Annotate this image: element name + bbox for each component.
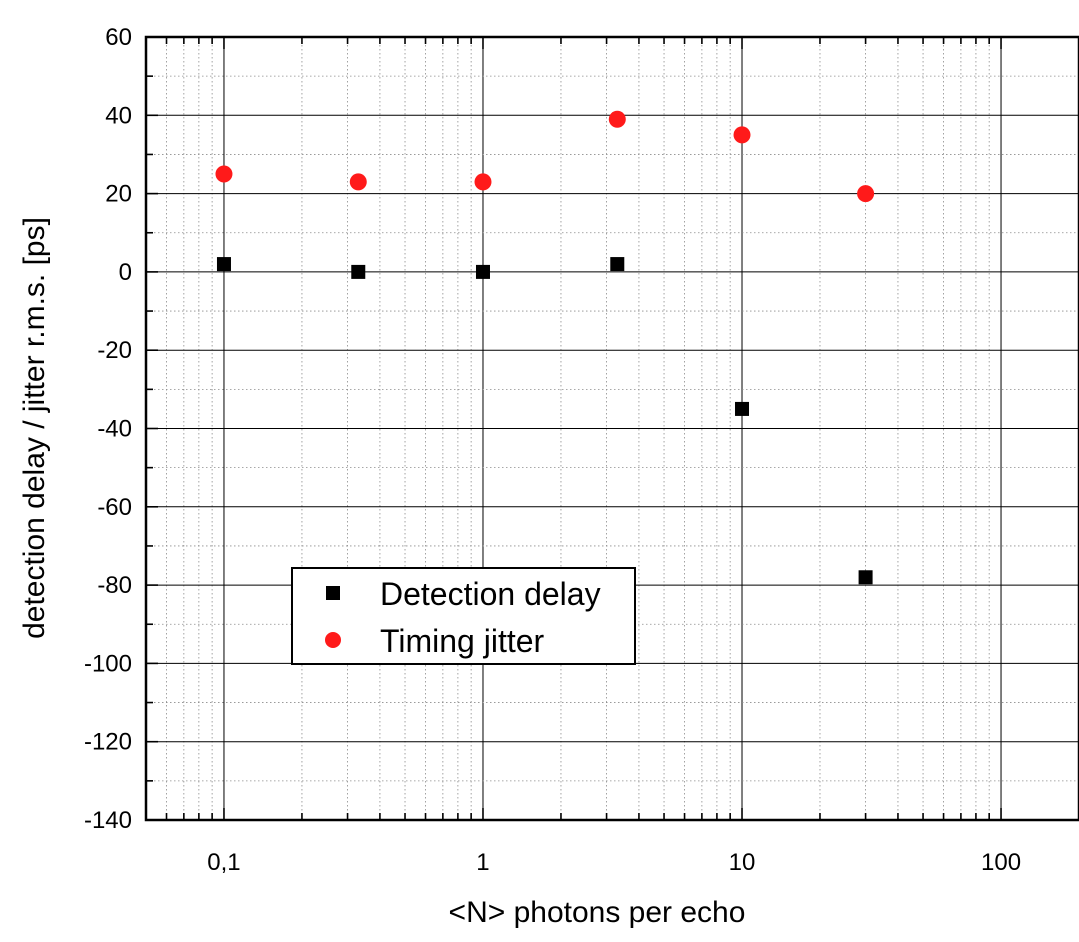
y-tick-label: 20	[105, 181, 132, 208]
data-marks	[215, 110, 875, 585]
legend-marker-timing-jitter	[325, 632, 341, 648]
data-point-detection-delay	[475, 264, 490, 279]
x-tick-label: 100	[981, 849, 1021, 876]
x-tick-label: 1	[476, 849, 489, 876]
y-axis-title: detection delay / jitter r.m.s. [ps]	[18, 217, 51, 639]
y-tick-label: -120	[84, 729, 132, 756]
y-tick-label: -60	[97, 494, 132, 521]
data-point-timing-jitter	[349, 173, 367, 191]
data-point-timing-jitter	[608, 110, 626, 128]
data-point-timing-jitter	[733, 126, 751, 144]
legend: Detection delay Timing jitter	[291, 567, 636, 665]
data-point-timing-jitter	[857, 185, 875, 203]
data-point-detection-delay	[735, 401, 750, 416]
data-point-detection-delay	[216, 257, 231, 272]
y-tick-label: 40	[105, 102, 132, 129]
x-axis-title: <N> photons per echo	[449, 896, 746, 929]
x-tick-label: 0,1	[207, 849, 240, 876]
y-tick-label: -140	[84, 807, 132, 834]
legend-label-timing-jitter: Timing jitter	[380, 623, 545, 659]
x-tick-label: 10	[729, 849, 756, 876]
legend-marker-detection-delay	[326, 586, 340, 600]
data-point-detection-delay	[610, 257, 625, 272]
grid	[145, 36, 1079, 821]
y-tick-labels: 60 40 20 0 -20 -40 -60 -80 -100 -120 -140	[84, 24, 132, 834]
plot-frame	[144, 35, 1079, 822]
data-point-detection-delay	[858, 570, 873, 585]
y-tick-label: -80	[97, 572, 132, 599]
legend-box	[291, 567, 636, 665]
data-point-timing-jitter	[474, 173, 492, 191]
y-tick-label: -100	[84, 650, 132, 677]
legend-label-detection-delay: Detection delay	[380, 576, 601, 612]
data-point-detection-delay	[351, 264, 366, 279]
y-tick-label: 60	[105, 24, 132, 51]
y-tick-label: 0	[119, 259, 132, 286]
x-tick-labels: 0,1 1 10 100	[207, 849, 1021, 876]
y-tick-label: -20	[97, 337, 132, 364]
y-tick-label: -40	[97, 416, 132, 443]
data-point-timing-jitter	[215, 165, 233, 183]
